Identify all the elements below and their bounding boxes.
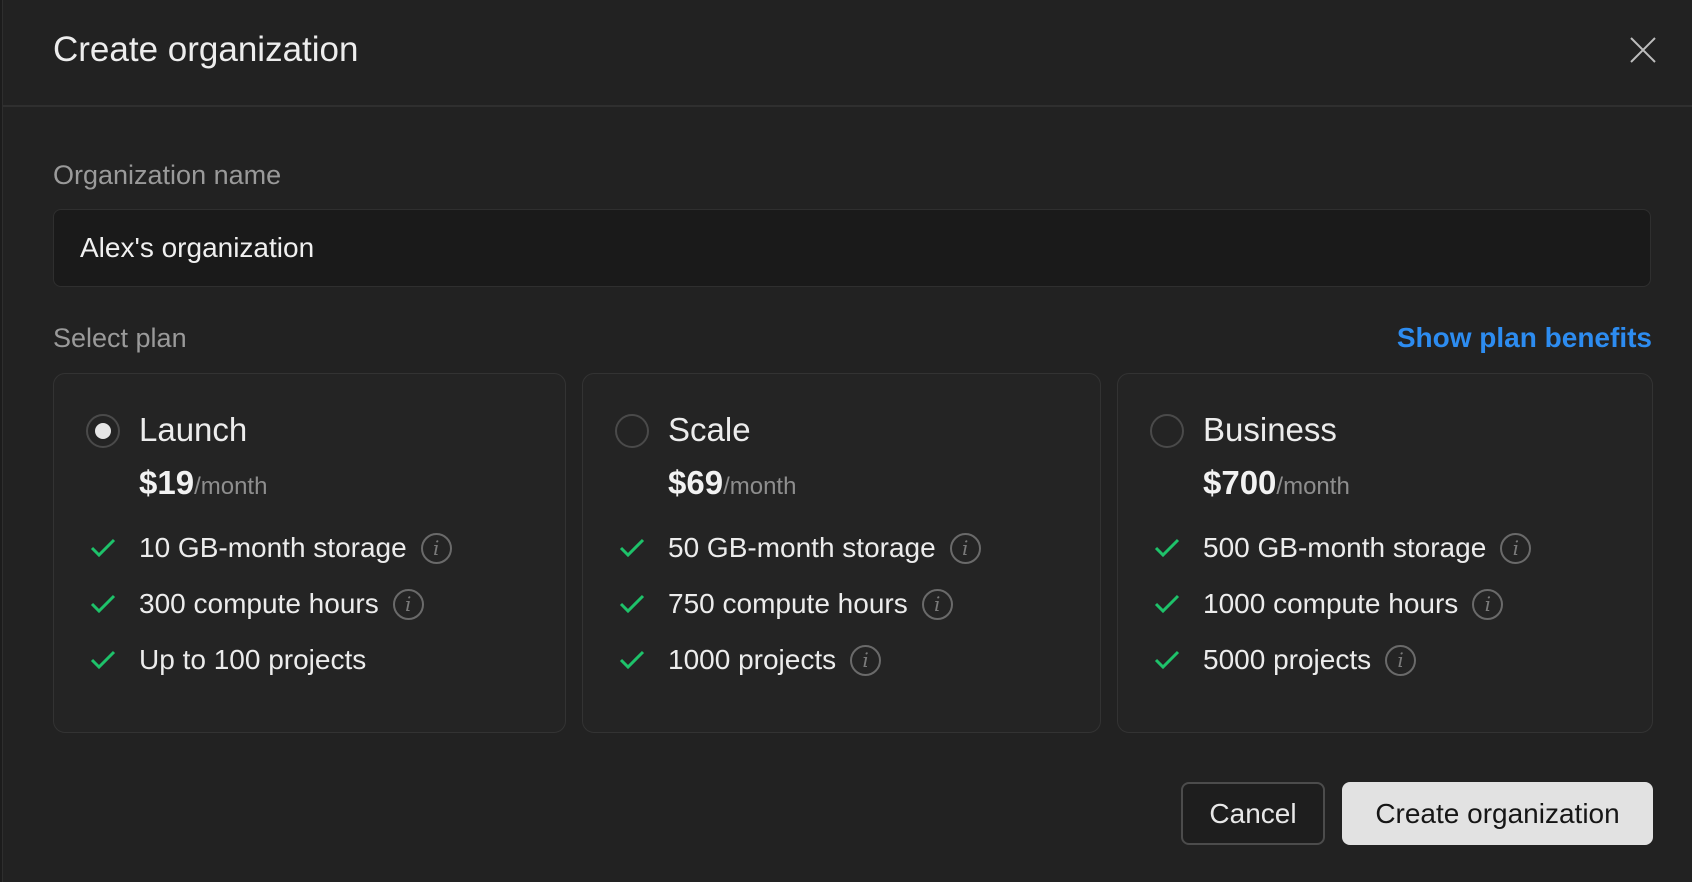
select-plan-label: Select plan — [53, 323, 187, 353]
feature-text: 5000 projects — [1203, 644, 1372, 675]
info-icon[interactable]: i — [949, 532, 981, 564]
info-icon[interactable]: i — [1500, 532, 1532, 564]
plan-price-period: /month — [723, 473, 797, 500]
plan-feature: 1000 projects i — [618, 644, 882, 676]
check-icon — [90, 650, 116, 670]
plan-price-period: /month — [194, 473, 268, 500]
plan-price-period: /month — [1276, 473, 1350, 500]
plan-name: Launch — [139, 411, 248, 448]
plan-price-amount: $69 — [668, 464, 724, 501]
info-icon[interactable]: i — [1472, 588, 1504, 620]
organization-name-label: Organization name — [53, 160, 282, 190]
feature-text: Up to 100 projects — [139, 644, 367, 675]
dialog-header: Create organization — [3, 0, 1692, 107]
feature-text: 50 GB-month storage — [668, 532, 936, 563]
plan-feature: 1000 compute hours i — [1153, 588, 1504, 620]
check-icon — [1154, 594, 1180, 614]
dialog-title: Create organization — [53, 30, 359, 69]
plan-card-business[interactable]: Business $700/month 500 GB-month storage… — [1117, 373, 1653, 733]
plan-card-launch[interactable]: Launch $19/month 10 GB-month storage i 3… — [53, 373, 566, 733]
organization-name-input[interactable]: Alex's organization — [53, 209, 1651, 287]
info-icon[interactable]: i — [1385, 644, 1417, 676]
plan-radio[interactable] — [86, 414, 120, 448]
check-icon — [90, 538, 116, 558]
plan-feature: 500 GB-month storage i — [1153, 532, 1532, 564]
cancel-button[interactable]: Cancel — [1181, 782, 1325, 845]
feature-text: 10 GB-month storage — [139, 532, 407, 563]
feature-text: 750 compute hours — [668, 588, 908, 619]
plan-price: $700/month — [1203, 464, 1350, 502]
plan-feature: 5000 projects i — [1153, 644, 1417, 676]
feature-text: 1000 projects — [668, 644, 837, 675]
info-icon[interactable]: i — [921, 588, 953, 620]
close-icon[interactable] — [1628, 35, 1658, 65]
plan-card-scale[interactable]: Scale $69/month 50 GB-month storage i 75… — [582, 373, 1101, 733]
plan-radio[interactable] — [615, 414, 649, 448]
check-icon — [619, 594, 645, 614]
plan-feature: 750 compute hours i — [618, 588, 953, 620]
info-icon[interactable]: i — [850, 644, 882, 676]
plan-price-amount: $19 — [139, 464, 195, 501]
plan-feature: 50 GB-month storage i — [618, 532, 981, 564]
plan-feature: Up to 100 projects — [89, 644, 366, 676]
plan-name: Scale — [668, 411, 751, 448]
check-icon — [1154, 650, 1180, 670]
show-plan-benefits-link[interactable]: Show plan benefits — [1396, 322, 1652, 353]
plan-feature: 300 compute hours i — [89, 588, 424, 620]
plan-price: $69/month — [668, 464, 796, 502]
feature-text: 1000 compute hours — [1203, 588, 1459, 619]
info-icon[interactable]: i — [392, 588, 424, 620]
plan-feature: 10 GB-month storage i — [89, 532, 452, 564]
organization-name-value: Alex's organization — [80, 232, 315, 263]
plan-name: Business — [1203, 411, 1337, 448]
feature-text: 500 GB-month storage — [1203, 532, 1487, 563]
plan-price-amount: $700 — [1203, 464, 1277, 501]
info-icon[interactable]: i — [420, 532, 452, 564]
plan-radio[interactable] — [1150, 414, 1184, 448]
check-icon — [619, 538, 645, 558]
feature-text: 300 compute hours — [139, 588, 379, 619]
check-icon — [1154, 538, 1180, 558]
create-organization-button[interactable]: Create organization — [1342, 782, 1653, 845]
check-icon — [619, 650, 645, 670]
check-icon — [90, 594, 116, 614]
plan-price: $19/month — [139, 464, 267, 502]
